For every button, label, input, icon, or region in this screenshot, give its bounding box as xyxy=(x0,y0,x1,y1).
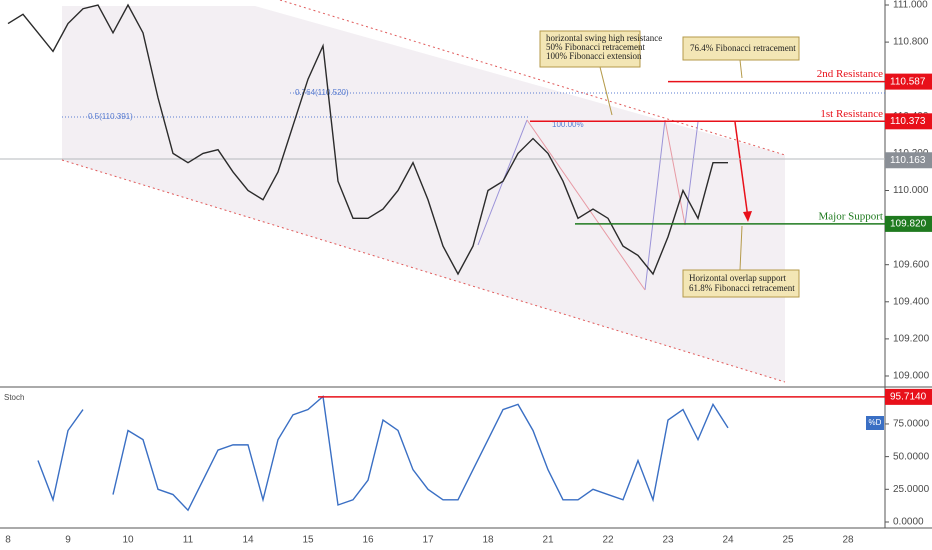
arrow xyxy=(734,121,749,219)
x-tick-label: 15 xyxy=(302,535,314,546)
callout-line xyxy=(739,59,743,79)
x-tick-label: 10 xyxy=(122,535,134,546)
channel-bottom xyxy=(61,159,786,383)
callout-line xyxy=(739,225,743,271)
stoch-title: Stoch xyxy=(4,393,24,402)
y-tick-label: 111.000 xyxy=(893,0,928,11)
annotation: 61.8% Fibonacci retracement xyxy=(689,283,795,293)
x-tick-label: 14 xyxy=(242,535,254,546)
price-tag xyxy=(885,215,932,232)
x-tick-label: 8 xyxy=(5,535,11,546)
fib-label: 100.00% xyxy=(552,120,584,129)
x-tick-label: 21 xyxy=(542,535,554,546)
legend: %D xyxy=(869,418,882,427)
annotation: 50% Fibonacci retracement xyxy=(546,42,645,52)
price-tag-label: 110.587 xyxy=(890,76,926,87)
legend-badge xyxy=(866,416,884,430)
x-tick-label: 25 xyxy=(782,535,794,546)
annotation-box xyxy=(682,36,800,61)
y-tick-label: 109.400 xyxy=(893,296,930,307)
channel-top xyxy=(279,0,786,156)
price-tag xyxy=(885,113,932,130)
y-tick-label: 109.600 xyxy=(893,259,930,270)
x-tick-label: 11 xyxy=(183,535,194,546)
annotation-box xyxy=(539,30,641,68)
y-tick-label: 25.0000 xyxy=(893,484,930,495)
price-tag-label: 95.7140 xyxy=(890,392,927,403)
price-tag xyxy=(885,73,932,90)
fib-leg xyxy=(477,119,699,291)
x-tick-label: 22 xyxy=(602,535,614,546)
price-line xyxy=(7,3,728,276)
arrow-head xyxy=(743,211,752,222)
annotation: Horizontal overlap support xyxy=(689,273,786,283)
price-tag-label: 110.373 xyxy=(890,116,926,127)
channel-fill xyxy=(62,6,785,382)
stoch-line xyxy=(37,395,729,512)
y-tick-label: 50.0000 xyxy=(893,451,930,462)
x-tick-label: 18 xyxy=(482,535,494,546)
y-tick-label: 110.000 xyxy=(893,185,929,196)
y-tick-label: 109.200 xyxy=(893,334,930,345)
price-tag xyxy=(885,388,932,405)
x-tick-label: 24 xyxy=(722,535,734,546)
x-tick-label: 23 xyxy=(662,535,674,546)
fib-leg xyxy=(526,119,686,291)
annotation: 100% Fibonacci extension xyxy=(546,51,642,61)
x-tick-label: 28 xyxy=(842,535,854,546)
x-tick-label: 16 xyxy=(362,535,374,546)
x-tick-label: 9 xyxy=(65,535,71,546)
callout-line xyxy=(599,66,613,116)
level-name: 2nd Resistance xyxy=(817,68,883,80)
annotation: 76.4% Fibonacci retracement xyxy=(690,43,796,53)
price-tag xyxy=(885,152,932,169)
fib-label: 0.5(110.391) xyxy=(88,112,133,121)
annotation-box xyxy=(682,269,800,298)
price-tag-label: 109.820 xyxy=(890,219,927,230)
price-tag-label: 110.163 xyxy=(890,155,926,166)
fib-label: 0.764(110.520) xyxy=(295,88,349,97)
x-tick-label: 17 xyxy=(422,535,434,546)
annotation: horizontal swing high resistance xyxy=(546,33,662,43)
y-tick-label: 0.0000 xyxy=(893,517,924,528)
y-tick-label: 109.000 xyxy=(893,371,930,382)
y-tick-label: 75.0000 xyxy=(893,419,930,430)
level-name: 1st Resistance xyxy=(820,108,883,120)
level-name: Major Support xyxy=(819,210,883,222)
y-tick-label: 110.800 xyxy=(893,37,929,48)
